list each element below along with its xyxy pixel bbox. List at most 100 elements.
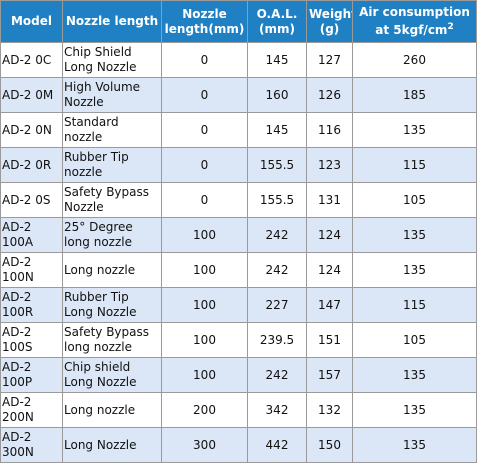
nozzle-length-cell: 100 (161, 357, 248, 393)
nozzle-type-cell: Long Nozzle (62, 427, 162, 463)
weight-cell: 127 (306, 42, 353, 78)
nozzle-length-cell: 0 (161, 182, 248, 218)
table-row: AD-2 0C Chip Shield Long Nozzle 0 145 127 260 (0, 42, 477, 78)
air-consumption-cell: 105 (352, 182, 477, 218)
oal-cell: 155.5 (247, 182, 307, 218)
nozzle-length-cell: 100 (161, 287, 248, 323)
header-row: Model Nozzle length Nozzle length(mm) O.A.L… (0, 0, 477, 43)
nozzle-type-cell: Safety Bypass Nozzle (62, 182, 162, 218)
nozzle-length-cell: 300 (161, 427, 248, 463)
header-cell: O.A.L. (mm) (247, 0, 307, 43)
nozzle-length-cell: 0 (161, 42, 248, 78)
air-consumption-cell: 135 (352, 357, 477, 393)
oal-cell: 155.5 (247, 147, 307, 183)
nozzle-length-cell: 0 (161, 112, 248, 148)
model-cell: AD-2 0R (0, 147, 63, 183)
nozzle-type-cell: Rubber Tip Long Nozzle (62, 287, 162, 323)
header-text: Air consumption at 5kgf/cm (359, 5, 470, 37)
weight-cell: 131 (306, 182, 353, 218)
air-consumption-cell: 105 (352, 322, 477, 358)
nozzle-length-cell: 100 (161, 252, 248, 288)
table-row: AD-2 0S Safety Bypass Nozzle 0 155.5 131 105 (0, 182, 477, 218)
model-cell: AD-2 0S (0, 182, 63, 218)
weight-cell: 124 (306, 217, 353, 253)
nozzle-length-cell: 200 (161, 392, 248, 428)
table-row: AD-2 100P Chip shield Long Nozzle 100 242 15… (0, 357, 477, 393)
nozzle-type-cell: High Volume Nozzle (62, 77, 162, 113)
weight-cell: 151 (306, 322, 353, 358)
air-consumption-cell: 135 (352, 217, 477, 253)
nozzle-type-cell: Chip shield Long Nozzle (62, 357, 162, 393)
table-row: AD-2 100N Long nozzle 100 242 124 135 (0, 252, 477, 288)
nozzle-type-cell: Chip Shield Long Nozzle (62, 42, 162, 78)
header-cell: Nozzle length (62, 0, 162, 43)
weight-cell: 123 (306, 147, 353, 183)
table-row: AD-2 0R Rubber Tip nozzle 0 155.5 123 115 (0, 147, 477, 183)
oal-cell: 145 (247, 112, 307, 148)
oal-cell: 145 (247, 42, 307, 78)
oal-cell: 239.5 (247, 322, 307, 358)
model-cell: AD-2 200N (0, 392, 63, 428)
header-text: Model (10, 14, 53, 28)
header-text: Nozzle length (65, 14, 159, 28)
table-row: AD-2 100S Safety Bypass long nozzle 100 239… (0, 322, 477, 358)
header-cell: Model (0, 0, 63, 43)
nozzle-type-cell: Rubber Tip nozzle (62, 147, 162, 183)
table-row: AD-2 200N Long nozzle 200 342 132 135 (0, 392, 477, 428)
model-cell: AD-2 100S (0, 322, 63, 358)
air-consumption-cell: 135 (352, 427, 477, 463)
nozzle-type-cell: Safety Bypass long nozzle (62, 322, 162, 358)
header-text: Nozzle length(mm) (164, 6, 245, 36)
oal-cell: 342 (247, 392, 307, 428)
model-cell: AD-2 300N (0, 427, 63, 463)
model-cell: AD-2 100P (0, 357, 63, 393)
weight-cell: 147 (306, 287, 353, 323)
header-cell: Nozzle length(mm) (161, 0, 248, 43)
header-cell: Weight (g) (306, 0, 353, 43)
oal-cell: 242 (247, 217, 307, 253)
oal-cell: 242 (247, 252, 307, 288)
model-cell: AD-2 100N (0, 252, 63, 288)
model-cell: AD-2 100A (0, 217, 63, 253)
header-text: O.A.L. (mm) (256, 6, 298, 36)
nozzle-length-cell: 0 (161, 77, 248, 113)
oal-cell: 160 (247, 77, 307, 113)
model-cell: AD-2 0N (0, 112, 63, 148)
nozzle-length-cell: 100 (161, 217, 248, 253)
header-text: Weight (g) (309, 6, 353, 36)
weight-cell: 157 (306, 357, 353, 393)
oal-cell: 442 (247, 427, 307, 463)
air-consumption-cell: 135 (352, 392, 477, 428)
table-row: AD-2 0N Standard nozzle 0 145 116 135 (0, 112, 477, 148)
air-consumption-cell: 135 (352, 252, 477, 288)
air-consumption-cell: 115 (352, 147, 477, 183)
nozzle-length-cell: 100 (161, 322, 248, 358)
model-cell: AD-2 0C (0, 42, 63, 78)
oal-cell: 227 (247, 287, 307, 323)
weight-cell: 150 (306, 427, 353, 463)
table-body: AD-2 0C Chip Shield Long Nozzle 0 145 127 260… (0, 42, 477, 463)
nozzle-type-cell: 25° Degree long nozzle (62, 217, 162, 253)
model-cell: AD-2 0M (0, 77, 63, 113)
weight-cell: 116 (306, 112, 353, 148)
air-consumption-cell: 115 (352, 287, 477, 323)
header-superscript: 2 (447, 22, 454, 32)
table-row: AD-2 100A 25° Degree long nozzle 100 242 124… (0, 217, 477, 253)
weight-cell: 124 (306, 252, 353, 288)
nozzle-type-cell: Standard nozzle (62, 112, 162, 148)
air-consumption-cell: 260 (352, 42, 477, 78)
nozzle-type-cell: Long nozzle (62, 252, 162, 288)
table-row: AD-2 100R Rubber Tip Long Nozzle 100 227 147… (0, 287, 477, 323)
nozzle-type-cell: Long nozzle (62, 392, 162, 428)
nozzle-length-cell: 0 (161, 147, 248, 183)
table-row: AD-2 300N Long Nozzle 300 442 150 135 (0, 427, 477, 463)
table-row: AD-2 0M High Volume Nozzle 0 160 126 185 (0, 77, 477, 113)
oal-cell: 242 (247, 357, 307, 393)
air-consumption-cell: 185 (352, 77, 477, 113)
weight-cell: 132 (306, 392, 353, 428)
header-cell: Air consumption at 5kgf/cm2 (352, 0, 477, 43)
air-consumption-cell: 135 (352, 112, 477, 148)
weight-cell: 126 (306, 77, 353, 113)
